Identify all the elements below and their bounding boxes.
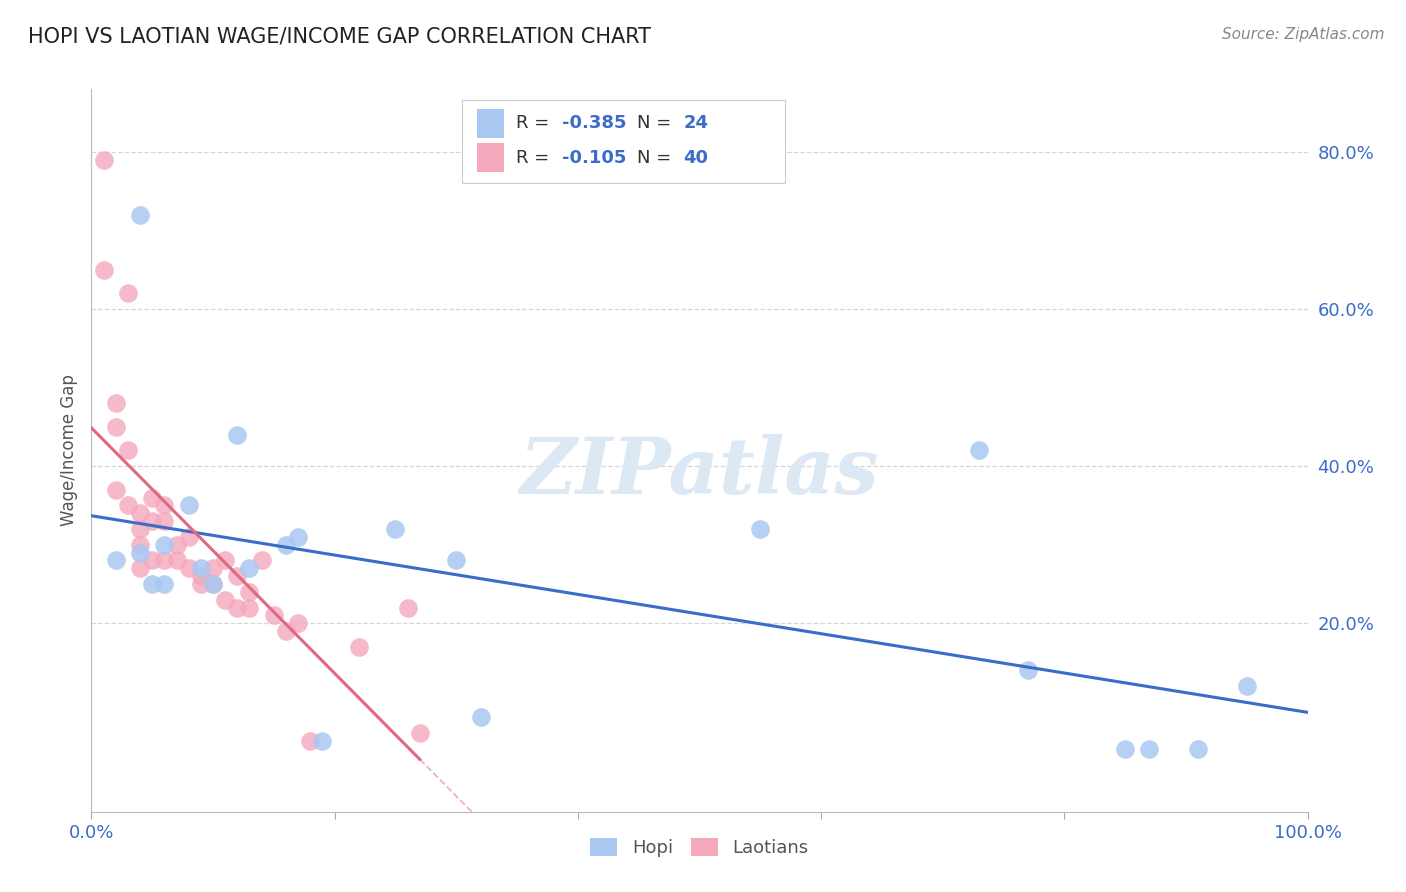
Point bbox=[202, 561, 225, 575]
Point bbox=[214, 553, 236, 567]
FancyBboxPatch shape bbox=[463, 100, 785, 183]
Point bbox=[153, 499, 176, 513]
Point bbox=[166, 538, 188, 552]
Point bbox=[347, 640, 370, 654]
Text: ZIPatlas: ZIPatlas bbox=[520, 434, 879, 510]
Point bbox=[1236, 679, 1258, 693]
Point bbox=[141, 577, 163, 591]
Point bbox=[1017, 664, 1039, 678]
Point bbox=[129, 522, 152, 536]
Point bbox=[749, 522, 772, 536]
Point bbox=[299, 734, 322, 748]
Point bbox=[238, 561, 260, 575]
Text: N =: N = bbox=[637, 149, 678, 167]
Point bbox=[226, 600, 249, 615]
Point bbox=[1139, 742, 1161, 756]
Point bbox=[104, 553, 127, 567]
Point bbox=[190, 561, 212, 575]
Point bbox=[177, 561, 200, 575]
Point bbox=[396, 600, 419, 615]
Point bbox=[967, 443, 990, 458]
Point bbox=[104, 483, 127, 497]
Text: R =: R = bbox=[516, 149, 555, 167]
Point bbox=[287, 530, 309, 544]
Point bbox=[141, 553, 163, 567]
Point bbox=[166, 553, 188, 567]
Point bbox=[141, 514, 163, 528]
Point bbox=[129, 545, 152, 559]
Point bbox=[226, 427, 249, 442]
Text: 24: 24 bbox=[683, 114, 709, 132]
Point bbox=[274, 624, 297, 639]
Point bbox=[117, 443, 139, 458]
Point bbox=[177, 530, 200, 544]
Point bbox=[104, 420, 127, 434]
Point bbox=[153, 553, 176, 567]
Point bbox=[274, 538, 297, 552]
Point bbox=[202, 577, 225, 591]
Point bbox=[263, 608, 285, 623]
Point bbox=[1187, 742, 1209, 756]
Point bbox=[287, 616, 309, 631]
Text: -0.105: -0.105 bbox=[562, 149, 627, 167]
Point bbox=[250, 553, 273, 567]
Point bbox=[409, 726, 432, 740]
Point bbox=[104, 396, 127, 410]
Point bbox=[238, 600, 260, 615]
Point bbox=[93, 262, 115, 277]
Text: R =: R = bbox=[516, 114, 555, 132]
Point bbox=[202, 577, 225, 591]
Point bbox=[129, 561, 152, 575]
Point bbox=[153, 514, 176, 528]
Point bbox=[384, 522, 406, 536]
Text: -0.385: -0.385 bbox=[562, 114, 627, 132]
Text: HOPI VS LAOTIAN WAGE/INCOME GAP CORRELATION CHART: HOPI VS LAOTIAN WAGE/INCOME GAP CORRELAT… bbox=[28, 27, 651, 46]
Point bbox=[214, 592, 236, 607]
Text: Source: ZipAtlas.com: Source: ZipAtlas.com bbox=[1222, 27, 1385, 42]
Point bbox=[177, 499, 200, 513]
Point bbox=[238, 584, 260, 599]
Point bbox=[129, 208, 152, 222]
FancyBboxPatch shape bbox=[477, 109, 503, 137]
Point bbox=[141, 491, 163, 505]
Text: N =: N = bbox=[637, 114, 678, 132]
Point bbox=[129, 538, 152, 552]
Point bbox=[190, 569, 212, 583]
Point bbox=[153, 577, 176, 591]
Y-axis label: Wage/Income Gap: Wage/Income Gap bbox=[59, 375, 77, 526]
Point bbox=[117, 499, 139, 513]
Point bbox=[226, 569, 249, 583]
Legend: Hopi, Laotians: Hopi, Laotians bbox=[583, 830, 815, 864]
Point bbox=[153, 538, 176, 552]
FancyBboxPatch shape bbox=[477, 144, 503, 172]
Point bbox=[311, 734, 333, 748]
Point bbox=[117, 286, 139, 301]
Point bbox=[444, 553, 467, 567]
Point bbox=[1114, 742, 1136, 756]
Point bbox=[190, 577, 212, 591]
Point bbox=[93, 153, 115, 167]
Text: 40: 40 bbox=[683, 149, 709, 167]
Point bbox=[470, 710, 492, 724]
Point bbox=[129, 506, 152, 520]
